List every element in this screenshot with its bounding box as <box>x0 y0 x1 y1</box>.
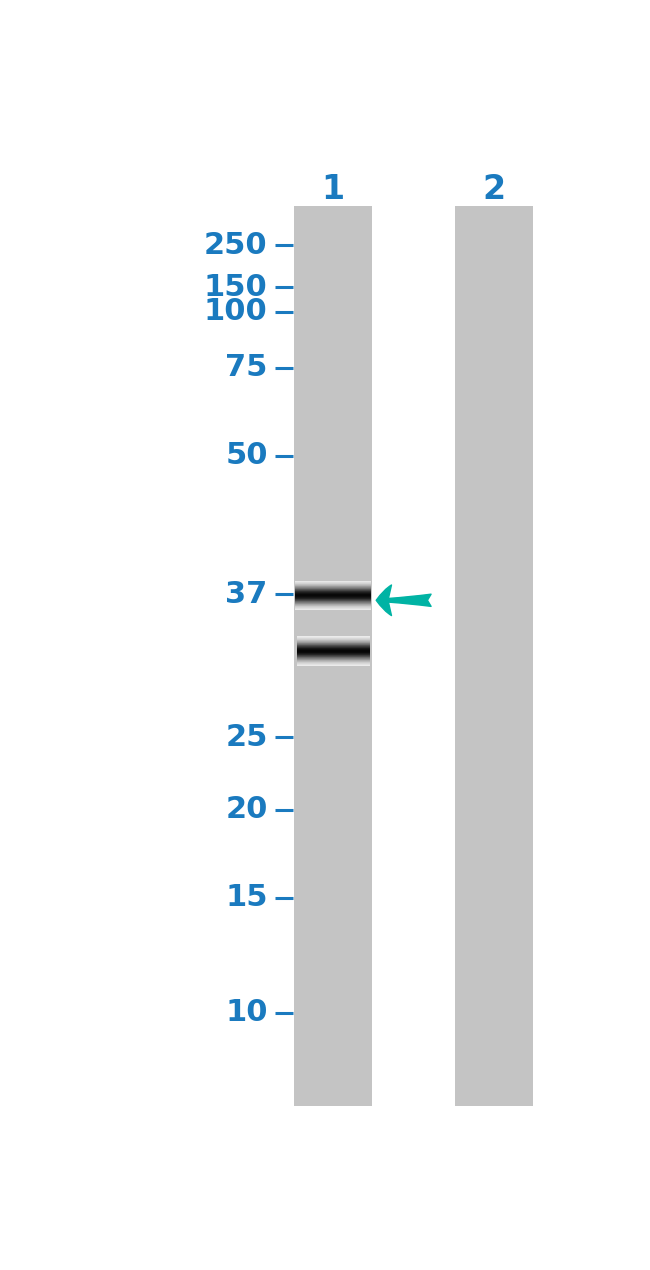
Text: 75: 75 <box>226 353 268 382</box>
Text: 20: 20 <box>226 795 268 824</box>
Text: 1: 1 <box>322 173 344 206</box>
Text: 25: 25 <box>226 723 268 752</box>
Text: 50: 50 <box>225 441 268 470</box>
Text: 10: 10 <box>225 998 268 1027</box>
Bar <box>455 206 534 1106</box>
Text: 15: 15 <box>225 883 268 912</box>
Text: 2: 2 <box>483 173 506 206</box>
Text: 100: 100 <box>204 297 268 326</box>
Text: 250: 250 <box>204 231 268 260</box>
Bar <box>294 206 372 1106</box>
Text: 37: 37 <box>226 580 268 608</box>
Text: 150: 150 <box>204 273 268 302</box>
